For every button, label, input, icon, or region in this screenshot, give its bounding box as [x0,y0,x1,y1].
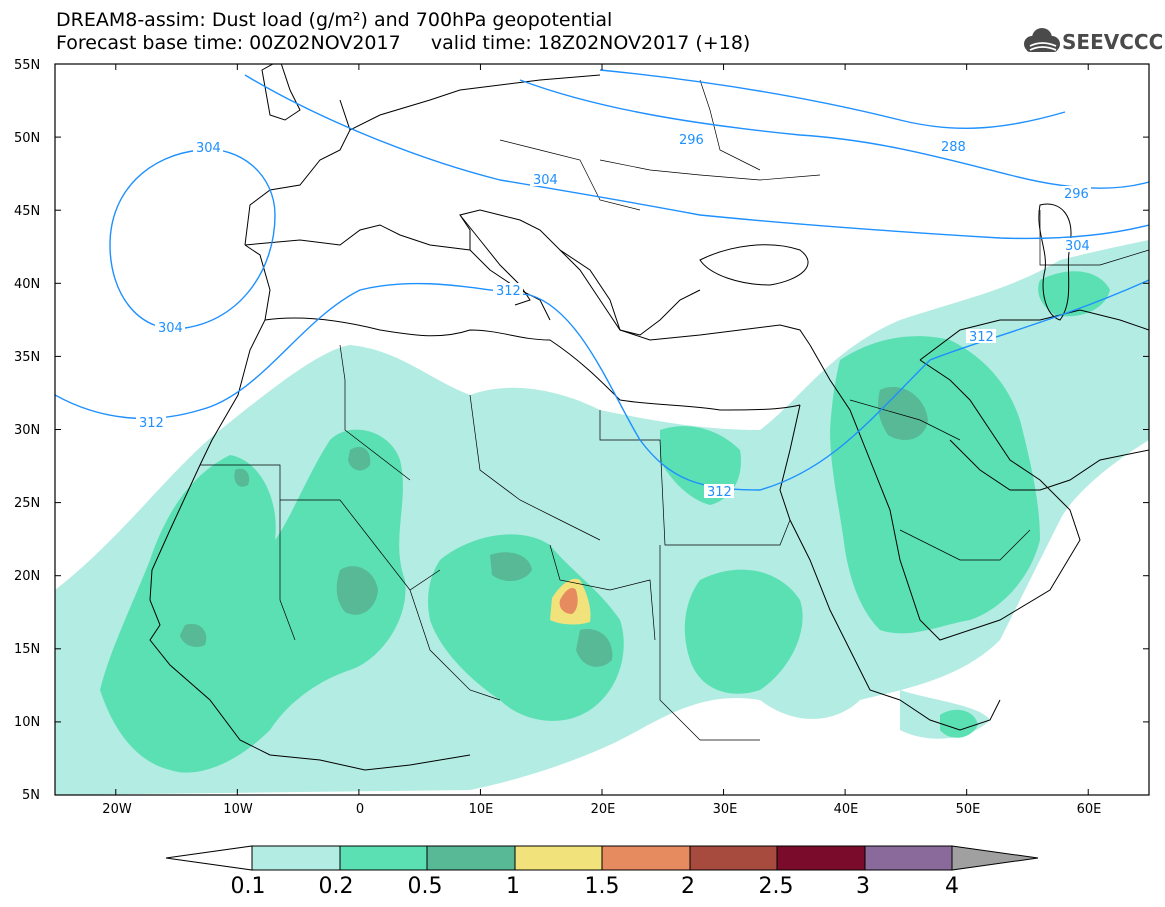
lon-labels: 20W 10W 0 10E 20E 30E 40E 50E 60E [102,802,1101,817]
colorbar-label: 2 [681,874,695,899]
lat-label: 40N [14,277,40,292]
lat-label: 30N [14,423,40,438]
lat-labels: 55N 50N 45N 40N 35N 30N 25N 20N 15N 10N … [14,58,40,803]
contour-label: 304 [158,321,183,336]
contour-label: 304 [533,173,558,188]
colorbar-bin [864,845,953,871]
colorbar-label: 3 [856,874,870,899]
lat-label: 50N [14,131,40,146]
colorbar-under-arrow [165,845,253,871]
colorbar-bin [514,845,603,871]
colorbar-over-arrow [951,845,1039,871]
axis-ticks [55,63,1149,796]
lat-label: 55N [14,58,40,73]
lat-label: 25N [14,496,40,511]
colorbar-label: 0.5 [408,874,443,899]
colorbar-bin [251,845,341,871]
lat-label: 15N [14,642,40,657]
lat-label: 45N [14,204,40,219]
colorbar-label: 0.1 [231,874,266,899]
chart-title: DREAM8-assim: Dust load (g/m²) and 700hP… [56,9,613,31]
contour-label: 288 [941,140,966,155]
contour-label: 304 [196,141,221,156]
colorbar-bin [339,845,428,871]
lon-label: 10W [223,802,253,817]
lat-label: 35N [14,350,40,365]
lon-label: 0 [356,802,364,817]
contour-label: 312 [707,485,732,500]
lon-label: 60E [1077,802,1102,817]
forecast-times: Forecast base time: 00Z02NOV2017 valid t… [56,32,751,54]
lat-label: 10N [14,715,40,730]
contour-labels: 304 304 296 304 288 296 304 312 312 312 … [136,132,1092,500]
contour-label: 296 [1064,187,1089,202]
contour-label: 312 [139,416,164,431]
contour-label: 312 [496,284,521,299]
lon-label: 10E [469,802,494,817]
country-borders [200,79,1149,741]
colorbar-bin [689,845,778,871]
colorbar-label: 0.2 [319,874,354,899]
contour-label: 296 [679,133,704,148]
lat-label: 20N [14,569,40,584]
contour-label: 304 [1065,239,1090,254]
colorbar-bin [601,845,691,871]
contour-label: 312 [969,330,994,345]
lat-label: 5N [22,788,40,803]
colorbar: 0.1 0.2 0.5 1 1.5 2 2.5 3 4 [165,845,1039,899]
lon-label: 50E [956,802,981,817]
coastlines [149,64,1149,771]
colorbar-label: 4 [945,874,959,899]
seevccc-logo: SEEVCCC [1062,30,1164,54]
colorbar-bin [776,845,866,871]
colorbar-bin [426,845,516,871]
lon-label: 30E [713,802,738,817]
colorbar-label: 1 [506,874,520,899]
lon-label: 20E [591,802,616,817]
cloud-icon [1024,28,1060,52]
lon-label: 20W [102,802,132,817]
dust-load-field [55,240,1149,795]
colorbar-label: 2.5 [759,874,794,899]
colorbar-label: 1.5 [585,874,620,899]
lon-label: 40E [834,802,859,817]
